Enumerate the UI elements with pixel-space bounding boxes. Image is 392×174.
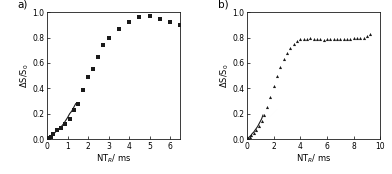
Point [261,114,267,116]
Point [317,37,323,40]
Point [67,117,73,120]
Point [58,126,65,129]
Point [95,55,102,58]
Point [367,32,373,35]
Point [270,84,277,87]
Point [364,35,370,38]
Point [290,42,297,45]
Point [258,120,265,123]
Point [90,68,96,71]
Point [167,21,173,24]
Point [105,36,112,39]
Point [361,36,367,39]
Point [344,37,350,40]
Point [334,37,340,40]
Point [256,125,262,128]
Point [80,88,86,91]
Y-axis label: $\Delta$S/S$_0$: $\Delta$S/S$_0$ [218,63,230,88]
Point [327,37,333,40]
Point [324,37,330,40]
Point [71,109,77,111]
Point [354,36,360,39]
Point [116,27,122,30]
Point [284,52,290,54]
Point [337,37,343,40]
Point [304,37,310,40]
Point [253,129,260,132]
Point [157,17,163,20]
Point [247,135,253,138]
Point [54,129,60,132]
Point [62,122,69,125]
Point [314,37,320,40]
Point [294,40,300,43]
Point [48,135,54,138]
Point [46,137,52,139]
Point [136,16,142,19]
Point [350,36,357,39]
Point [264,106,270,109]
Point [340,37,347,40]
Point [310,37,317,40]
Text: a): a) [18,0,28,10]
Point [277,65,283,68]
Point [147,15,153,17]
Point [126,21,132,24]
Point [357,36,363,39]
Point [248,134,254,137]
Point [281,58,287,61]
Point [245,137,251,139]
Point [320,39,327,42]
Point [74,102,81,105]
Y-axis label: $\Delta$S/S$_0$: $\Delta$S/S$_0$ [18,63,31,88]
Point [274,74,280,77]
Point [100,44,107,47]
Text: b): b) [218,0,228,10]
X-axis label: NT$_{R}$/ ms: NT$_{R}$/ ms [296,152,331,165]
Point [301,37,307,40]
Point [347,37,354,40]
Point [250,132,257,134]
Point [177,23,183,26]
Point [85,76,91,78]
Point [50,133,56,136]
Point [287,46,293,49]
Point [330,37,337,40]
Point [307,36,314,39]
X-axis label: NT$_{R}$/ ms: NT$_{R}$/ ms [96,152,131,165]
Point [297,37,303,40]
Point [267,96,273,99]
